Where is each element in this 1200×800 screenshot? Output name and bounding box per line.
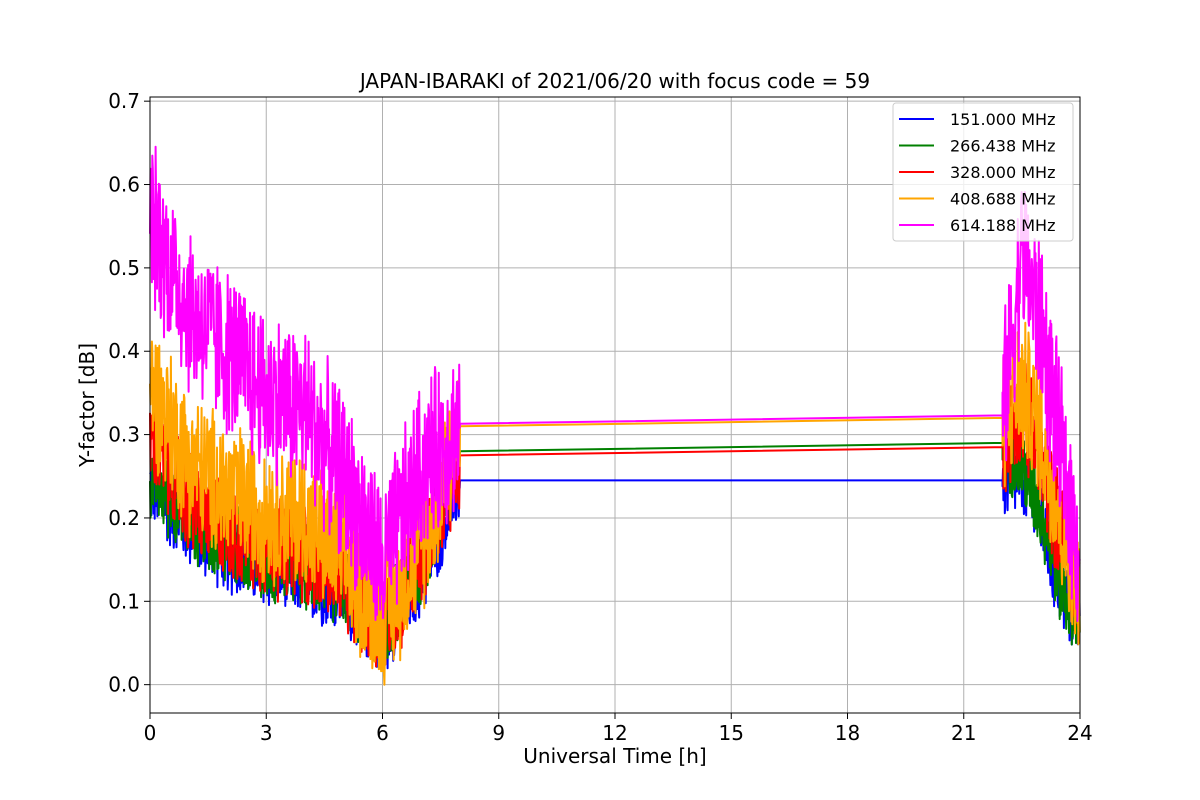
x-tick-label: 6 (376, 721, 389, 745)
chart-title: JAPAN-IBARAKI of 2021/06/20 with focus c… (358, 69, 870, 93)
y-axis-label: Y-factor [dB] (75, 343, 99, 468)
y-tick-label: 0.6 (108, 173, 140, 197)
y-tick-label: 0.2 (108, 506, 140, 530)
legend-entry-label: 328.000 MHz (950, 163, 1055, 182)
x-tick-label: 24 (1067, 721, 1092, 745)
legend-entry-label: 408.688 MHz (950, 190, 1055, 209)
legend-entry-label: 266.438 MHz (950, 137, 1055, 156)
x-tick-label: 0 (144, 721, 157, 745)
x-tick-label: 21 (951, 721, 976, 745)
legend: 151.000 MHz 266.438 MHz 328.000 MHz 408.688… (892, 102, 1074, 242)
legend-entry-label: 614.188 MHz (950, 216, 1055, 235)
x-tick-label: 12 (602, 721, 627, 745)
y-tick-label: 0.3 (108, 423, 140, 447)
x-tick-label: 9 (492, 721, 505, 745)
x-tick-label: 15 (719, 721, 744, 745)
legend-entry-label: 151.000 MHz (950, 110, 1055, 129)
x-axis-label: Universal Time [h] (523, 744, 706, 768)
x-tick-label: 3 (260, 721, 273, 745)
legend-box (892, 102, 1074, 242)
axis-ticks: 0 3 6 9 12 15 18 21 24 0.0 0.1 0.2 0.3 0.4 0.5 0.6 0.7 (108, 89, 1093, 745)
y-tick-label: 0.5 (108, 256, 140, 280)
y-tick-label: 0.7 (108, 89, 140, 113)
x-tick-label: 18 (835, 721, 860, 745)
plot-series (149, 145, 1081, 686)
y-tick-label: 0.0 (108, 673, 140, 697)
series-line (149, 145, 1081, 623)
y-tick-label: 0.1 (108, 589, 140, 613)
y-tick-label: 0.4 (108, 339, 140, 363)
